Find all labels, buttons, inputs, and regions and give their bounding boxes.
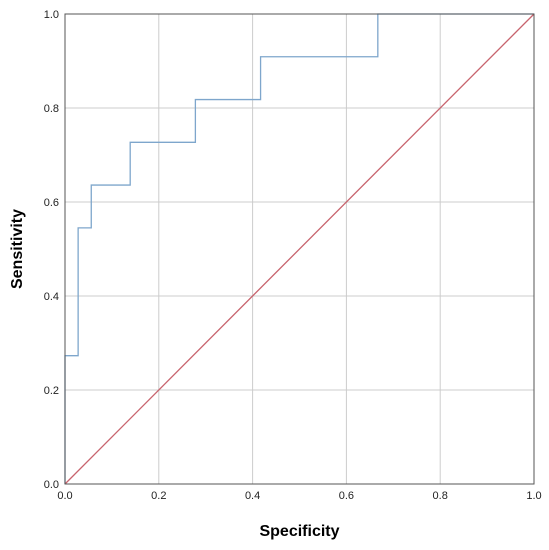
y-tick-label: 0.6 (44, 197, 59, 209)
y-tick-label: 0.4 (44, 291, 59, 303)
x-tick-label: 0.6 (339, 490, 354, 502)
plot-frame (64, 13, 535, 485)
x-tick-label: 0.2 (151, 490, 166, 502)
roc-curve-line (64, 13, 534, 484)
y-tick-label: 1.0 (44, 9, 59, 21)
reference-diagonal-line (64, 13, 535, 485)
x-tick-label: 0.0 (57, 490, 72, 502)
y-tick-label: 0.8 (44, 103, 59, 115)
x-tick-label: 0.4 (245, 490, 260, 502)
x-tick-labels: 0.0 0.2 0.4 0.6 0.8 1.0 (57, 490, 541, 502)
y-tick-label: 0.0 (44, 479, 59, 491)
y-tick-label: 0.2 (44, 385, 59, 397)
x-tick-label: 0.8 (433, 490, 448, 502)
series-group (64, 13, 535, 485)
x-tick-label: 1.0 (526, 490, 541, 502)
y-tick-labels: 0.0 0.2 0.4 0.6 0.8 1.0 (44, 9, 59, 491)
grid-lines (65, 14, 534, 484)
y-axis-title: Sensitivity (9, 209, 26, 289)
x-axis-title: Specificity (259, 523, 339, 540)
